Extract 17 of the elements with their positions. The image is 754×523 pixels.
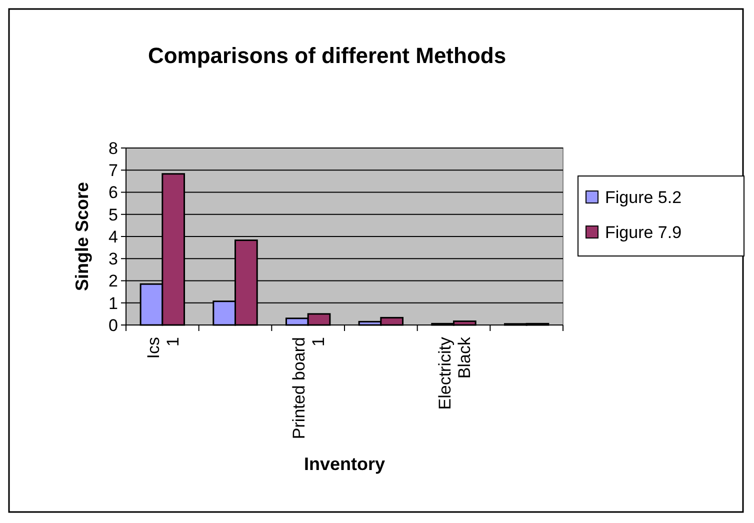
y-tick-label: 4 <box>108 227 118 246</box>
y-tick-label: 8 <box>108 138 118 158</box>
y-tick-label: 5 <box>108 205 118 224</box>
legend-label: Figure 5.2 <box>605 188 682 207</box>
y-tick-label: 1 <box>108 294 118 313</box>
y-tick-label: 6 <box>108 183 118 202</box>
y-tick-label: 2 <box>108 272 118 291</box>
y-tick-label: 0 <box>108 316 118 335</box>
legend-label: Figure 7.9 <box>605 222 682 242</box>
y-axis-title: Single Score <box>72 182 92 292</box>
x-tick-label: Electricity Black <box>435 336 474 410</box>
chart-title: Comparisons of different Methods <box>148 43 506 68</box>
y-tick-label: 7 <box>108 161 118 180</box>
y-tick-label: 3 <box>108 250 118 269</box>
x-tick-label: Printed board 1 <box>290 337 328 440</box>
x-tick-label: Ics 1 <box>144 337 183 359</box>
x-axis-title: Inventory <box>304 454 386 474</box>
